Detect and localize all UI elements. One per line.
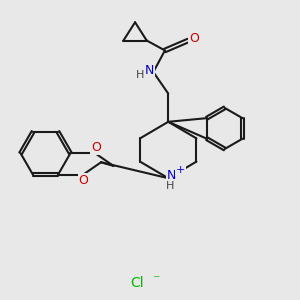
Text: N: N <box>144 64 154 77</box>
Text: ⁻: ⁻ <box>152 273 160 287</box>
Text: H: H <box>166 181 174 190</box>
Text: O: O <box>189 32 199 45</box>
Text: N: N <box>167 169 176 182</box>
Text: +: + <box>176 165 185 175</box>
Text: Cl: Cl <box>130 276 143 290</box>
Text: H: H <box>136 70 144 80</box>
Text: O: O <box>79 174 88 187</box>
Text: O: O <box>91 141 101 154</box>
